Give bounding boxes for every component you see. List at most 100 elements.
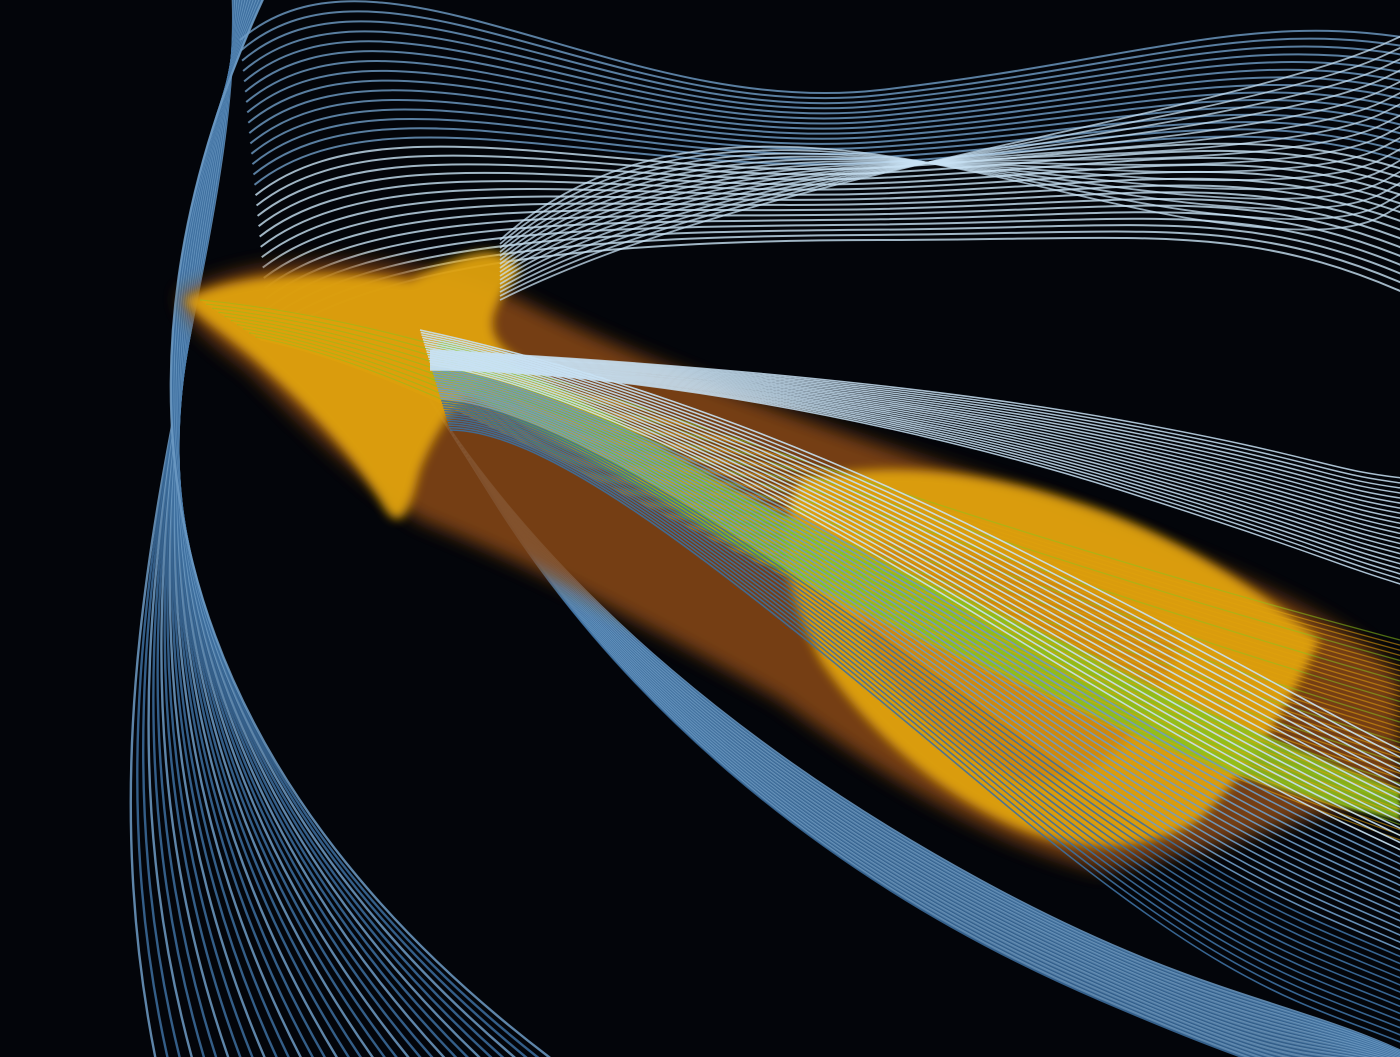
streamline-upper [240,10,1400,100]
background-streamlines [129,0,1400,1057]
plume-strand [236,323,1400,764]
streamline-bundle [446,417,1400,1008]
plume-strand [244,329,1400,790]
plume-strand [216,310,1400,698]
streamline-top-sweep [499,125,1400,269]
streamline-top-sweep [499,114,1400,273]
plume-strand [210,306,1400,677]
streamline-top-sweep [499,80,1400,285]
streamline-bundle [424,346,1400,801]
streamline-top-sweep [499,155,1400,253]
streamline-upper-branch [429,350,1400,484]
streamline-bundle [440,397,1400,951]
streamline-upper [266,217,1400,310]
streamline-bundle [444,409,1400,986]
streamline-upper-branch [429,361,1400,545]
streamline-top-sweep [499,145,1400,241]
streamline-bundle [441,399,1400,958]
plume-strand [249,332,1400,805]
streamline-top-sweep [499,149,1400,245]
streamline-bundle [449,429,1400,1043]
streamline-upper-branch [429,369,1400,585]
streamline-bundle [425,348,1400,808]
streamline-bundle [447,421,1400,1022]
plume-strand [203,301,1400,651]
streamline-bundle [435,380,1400,901]
streamline-top-sweep [499,148,1400,261]
streamline-bundle [434,377,1400,894]
streamline-upper-branch [429,363,1400,555]
streamline-top-sweep [499,47,1400,297]
streamline-bundle [427,356,1400,830]
streamline-top-sweep [499,58,1400,293]
streamline-top-sweep [499,152,1400,249]
streamline-upper [242,30,1400,110]
streamline-upper-branch [429,357,1400,525]
streamline-bundle [430,363,1400,851]
streamline-upper-branch [429,352,1400,494]
streamline-bundle [423,341,1400,787]
plume-strand [229,318,1400,739]
streamline-upper [258,163,1400,227]
plume-strand [221,313,1400,713]
streamline-upper [263,197,1400,279]
streamline-bundle [433,375,1400,887]
streamline-bundle [432,370,1400,872]
streamline-top-sweep [499,92,1400,281]
streamline-upper [239,0,1400,95]
streamline-bundle [442,404,1400,972]
streamline-upper [247,79,1400,135]
streamline-upper-branch [429,356,1400,519]
streamline-upper-branch [429,354,1400,504]
streamline-upper-branch [429,358,1400,530]
streamline-bundle [439,395,1400,944]
plume-strand [209,305,1400,672]
streamline-upper-branch [429,368,1400,580]
streamline-bundle [437,387,1400,922]
streamline-bundle [431,368,1400,865]
streamline-bundle [444,412,1400,993]
streamline-bundle [436,382,1400,908]
streamline-upper-branch [429,366,1400,570]
streamline-upper [256,156,1400,217]
plume-strand [224,315,1400,723]
streamline-bundle [447,419,1400,1015]
streamline-upper-branch [429,364,1400,560]
streamline-bundle [449,426,1400,1036]
streamline-upper [245,60,1400,125]
streamline-upper-branch [429,349,1400,479]
streamline-top-sweep [499,137,1400,265]
streamline-bundle [445,414,1400,1001]
streamline-top-sweep [499,158,1400,257]
streamline-bundle [430,365,1400,858]
plume-strand [255,336,1400,826]
streamline-left-fan [169,0,552,1057]
streamline-upper-branch [429,367,1400,575]
streamline-upper [264,204,1400,290]
streamline-bundle [438,392,1400,936]
streamline-upper-branch [429,353,1400,499]
streamline-bundle [436,385,1400,915]
streamline-upper-branch [429,359,1400,535]
streamline-upper [241,20,1400,105]
streamline-bundle [427,353,1400,823]
plume-strand [256,337,1400,831]
streamline-lower [469,459,1246,1057]
streamline-bundle [448,424,1400,1029]
streamline-bundle [443,407,1400,979]
streamline-top-sweep [499,35,1400,301]
streamline-bundle [424,343,1400,794]
streamline-upper [243,40,1400,115]
streamline-upper-branch [429,355,1400,514]
streamline-upper [248,89,1400,140]
streamline-upper-branch [429,365,1400,565]
streamline-upper [259,170,1400,238]
streamline-upper [249,98,1400,145]
streamline-upper [244,50,1400,120]
streamline-upper-branch [429,362,1400,550]
streamline-upper [250,108,1400,155]
streamline-upper [260,177,1400,248]
streamline-upper [262,191,1400,269]
streamline-bundle [433,373,1400,879]
